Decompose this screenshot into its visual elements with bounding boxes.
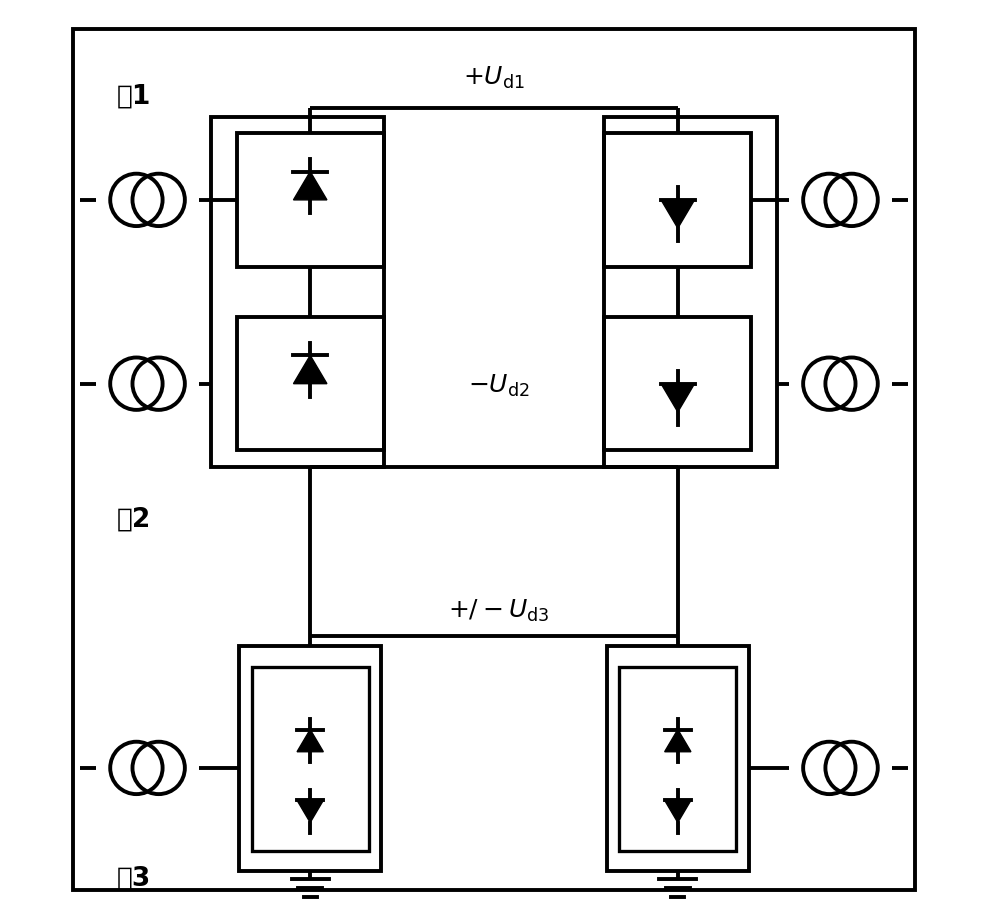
Bar	[237, 317, 383, 450]
Polygon shape	[293, 172, 327, 200]
Bar	[605, 133, 751, 267]
Bar	[237, 133, 383, 267]
Polygon shape	[665, 730, 691, 752]
Text: $-U_{\rm d2}$: $-U_{\rm d2}$	[467, 373, 530, 399]
Polygon shape	[297, 800, 323, 823]
Polygon shape	[293, 356, 327, 384]
Bar	[252, 667, 369, 851]
Text: 杗3: 杗3	[118, 866, 151, 891]
Polygon shape	[665, 800, 691, 823]
Text: $+/-U_{\rm d3}$: $+/-U_{\rm d3}$	[448, 598, 549, 624]
Polygon shape	[661, 384, 695, 412]
Bar	[619, 667, 736, 851]
Polygon shape	[661, 200, 695, 228]
Polygon shape	[297, 730, 323, 752]
Bar	[607, 646, 749, 871]
Bar	[605, 317, 751, 450]
Text: $+U_{\rm d1}$: $+U_{\rm d1}$	[463, 65, 525, 91]
Bar	[211, 117, 383, 467]
Text: 杗1: 杗1	[118, 84, 151, 109]
Bar	[239, 646, 381, 871]
Text: 杗2: 杗2	[118, 506, 151, 532]
Bar	[605, 117, 777, 467]
